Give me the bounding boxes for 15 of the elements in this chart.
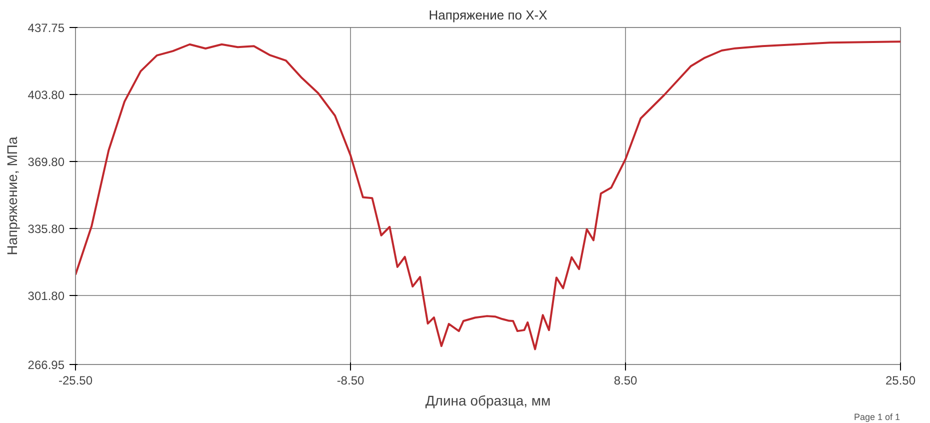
y-tick-label: 403.80 bbox=[28, 88, 65, 102]
y-tick-label: 266.95 bbox=[28, 358, 65, 372]
x-tick-label: -8.50 bbox=[336, 374, 364, 388]
y-tick-label: 301.80 bbox=[28, 289, 65, 304]
x-tick-label: 8.50 bbox=[614, 374, 638, 388]
y-tick-label: 437.75 bbox=[28, 21, 65, 35]
y-tick-label: 369.80 bbox=[28, 155, 65, 170]
x-tick-label: 25.50 bbox=[885, 374, 916, 388]
x-axis-title: Длина образца, мм bbox=[425, 392, 551, 408]
line-series bbox=[76, 40, 900, 350]
y-tick-label: 335.80 bbox=[28, 222, 65, 236]
x-tick-label: -25.50 bbox=[58, 374, 93, 388]
y-axis-title: Напряжение, МПа bbox=[4, 136, 20, 256]
chart-title: Напряжение по X-X bbox=[428, 8, 548, 22]
text: Page 1 of 1 bbox=[854, 411, 900, 423]
